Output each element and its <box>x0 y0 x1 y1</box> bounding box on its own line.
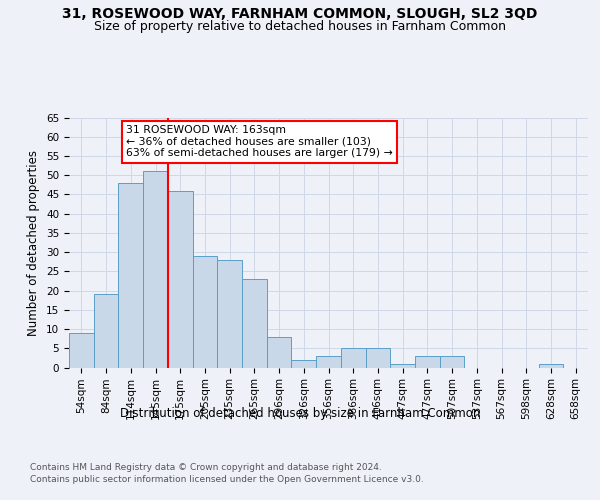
Bar <box>267 336 292 368</box>
Text: Contains HM Land Registry data © Crown copyright and database right 2024.: Contains HM Land Registry data © Crown c… <box>30 462 382 471</box>
Bar <box>118 183 143 368</box>
Bar <box>415 356 440 368</box>
Text: Distribution of detached houses by size in Farnham Common: Distribution of detached houses by size … <box>120 408 480 420</box>
Bar <box>69 333 94 368</box>
Bar <box>316 356 341 368</box>
Bar <box>440 356 464 368</box>
Text: Size of property relative to detached houses in Farnham Common: Size of property relative to detached ho… <box>94 20 506 33</box>
Y-axis label: Number of detached properties: Number of detached properties <box>28 150 40 336</box>
Text: 31, ROSEWOOD WAY, FARNHAM COMMON, SLOUGH, SL2 3QD: 31, ROSEWOOD WAY, FARNHAM COMMON, SLOUGH… <box>62 8 538 22</box>
Bar <box>242 279 267 368</box>
Text: Contains public sector information licensed under the Open Government Licence v3: Contains public sector information licen… <box>30 475 424 484</box>
Bar <box>217 260 242 368</box>
Bar <box>168 190 193 368</box>
Bar <box>94 294 118 368</box>
Bar <box>341 348 365 368</box>
Bar <box>292 360 316 368</box>
Bar <box>390 364 415 368</box>
Text: 31 ROSEWOOD WAY: 163sqm
← 36% of detached houses are smaller (103)
63% of semi-d: 31 ROSEWOOD WAY: 163sqm ← 36% of detache… <box>126 125 392 158</box>
Bar <box>143 172 168 368</box>
Bar <box>365 348 390 368</box>
Bar <box>193 256 217 368</box>
Bar <box>539 364 563 368</box>
